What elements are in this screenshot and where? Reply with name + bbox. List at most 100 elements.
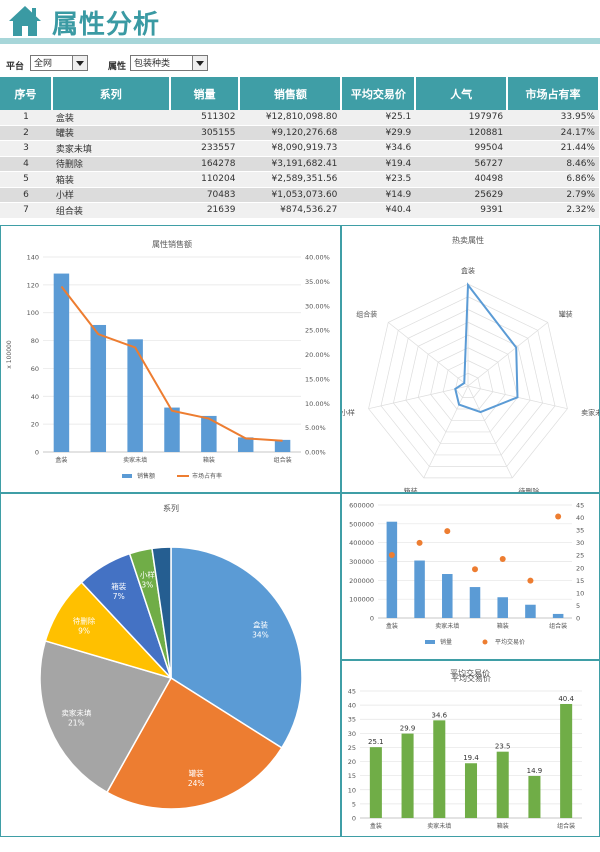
table-row[interactable]: 6 小样 70483 ¥1,053,073.60 ¥14.9 25629 2.79%: [0, 187, 599, 203]
table-row[interactable]: 2 罐装 305155 ¥9,120,276.68 ¥29.9 120881 24.17%: [0, 125, 599, 141]
table-row[interactable]: 1 盒装 511302 ¥12,810,098.80 ¥25.1 197976 33.95%: [0, 110, 599, 126]
bar-罐装: [90, 324, 107, 452]
y2-tick-label: 25: [576, 552, 584, 560]
bar-小样: [525, 604, 536, 618]
legend-label: 平均交易价: [495, 638, 525, 646]
pie-label: 待删除: [73, 615, 96, 625]
table-cell: ¥14.9: [341, 187, 416, 203]
table-cell: 5: [0, 171, 52, 188]
bar-卖家未填: [442, 574, 453, 618]
platform-select[interactable]: 全网: [30, 55, 88, 71]
scatter-point: [555, 513, 562, 520]
pie-percent: 3%: [141, 581, 153, 590]
table-row[interactable]: 7 组合装 21639 ¥874,536.27 ¥40.4 9391 2.32%: [0, 202, 599, 219]
column-header-4[interactable]: 平均交易价: [341, 77, 417, 110]
y-tick-label: 60: [31, 365, 39, 373]
table-cell: ¥25.1: [341, 110, 416, 126]
radar-spoke: [368, 385, 469, 410]
y-axis-unit: x 100000: [6, 340, 13, 369]
radar-axis-label: 待删除: [518, 487, 539, 492]
radar-axis-label: 罐装: [559, 310, 573, 319]
y-tick-label: 120: [27, 281, 39, 289]
y2-tick-label: 15: [576, 577, 584, 585]
y2-tick-label: 0: [576, 615, 580, 623]
data-label: 19.4: [463, 754, 479, 762]
radar-axis-label: 卖家未填: [581, 408, 599, 417]
y2-tick-label: 5.00%: [305, 424, 326, 432]
table-cell: 1: [0, 110, 52, 126]
radar-spoke: [467, 322, 548, 387]
pie-percent: 21%: [68, 719, 85, 728]
table-cell: ¥874,536.27: [239, 202, 342, 219]
table-cell: 305155: [169, 125, 240, 141]
scatter-point: [499, 555, 506, 562]
table-cell: 2: [0, 125, 52, 141]
bar-盒装: [53, 273, 70, 452]
column-header-2[interactable]: 销量: [169, 77, 241, 110]
legend-swatch: [425, 640, 435, 644]
table-cell: ¥2,589,351.56: [239, 171, 342, 188]
x-tick-label: 卖家未填: [427, 822, 451, 830]
pie-label: 小样: [140, 570, 155, 580]
table-cell: ¥40.4: [341, 202, 416, 219]
column-header-6[interactable]: 市场占有率: [507, 77, 600, 110]
y-tick-label: 300000: [349, 558, 374, 566]
data-label: 25.1: [368, 738, 384, 746]
y-tick-label: 0: [35, 449, 39, 457]
y-tick-label: 140: [27, 254, 39, 262]
table-cell: 盒装: [51, 110, 170, 126]
x-tick-label: 组合装: [549, 622, 567, 630]
table-cell: 40498: [415, 171, 508, 188]
radar-axis-label: 组合装: [356, 310, 377, 319]
data-table: 序号 系列 销量 销售额 平均交易价 人气 市场占有率 1 盒装 511302 ¥12,810,0…: [0, 77, 600, 219]
attr-value: 包装种类: [134, 59, 171, 69]
table-cell: 164278: [169, 156, 240, 172]
radar-ring: [405, 321, 531, 444]
x-tick-label: 组合装: [274, 456, 292, 464]
column-header-3[interactable]: 销售额: [239, 77, 343, 110]
y-tick-label: 10: [348, 786, 356, 794]
column-header-1[interactable]: 系列: [51, 77, 171, 110]
attr-label: 属性: [108, 62, 127, 72]
table-row[interactable]: 5 箱装 110204 ¥2,589,351.56 ¥23.5 40498 6.86%: [0, 171, 599, 188]
table-row[interactable]: 4 待删除 164278 ¥3,191,682.41 ¥19.4 56727 8.46%: [0, 156, 599, 172]
table-cell: 6: [0, 187, 52, 203]
radar-axis-label: 小样: [342, 408, 355, 417]
series-line-市场占有率: [60, 285, 283, 442]
table-cell: 6.86%: [507, 171, 599, 188]
radar-ring: [442, 360, 494, 410]
y2-tick-label: 10.00%: [305, 400, 330, 408]
y2-tick-label: 15.00%: [305, 375, 330, 383]
legend-swatch: [482, 639, 488, 645]
y2-tick-label: 10: [576, 589, 584, 597]
pie-slice-盒装: [170, 546, 303, 749]
table-cell: 197976: [415, 110, 508, 126]
home-icon[interactable]: [8, 4, 42, 38]
radar-ring: [368, 283, 568, 479]
y2-tick-label: 30: [576, 539, 584, 547]
radar-axis-label: 盒装: [461, 266, 475, 275]
chevron-down-icon[interactable]: [192, 56, 207, 70]
chart-title: 系列: [163, 503, 179, 513]
table-cell: 120881: [415, 125, 508, 141]
chart-title: 属性销售额: [152, 239, 192, 249]
table-cell: 4: [0, 156, 52, 172]
bar-卖家未填: [127, 339, 143, 452]
y-tick-label: 40: [31, 393, 39, 401]
column-header-0[interactable]: 序号: [0, 77, 53, 110]
chart-title: 平均交易价: [451, 673, 491, 683]
y-tick-label: 5: [352, 800, 356, 808]
table-cell: ¥19.4: [341, 156, 416, 172]
data-label: 14.9: [527, 767, 543, 775]
column-header-5[interactable]: 人气: [415, 77, 509, 110]
pie-percent: 24%: [188, 779, 205, 788]
y2-tick-label: 40: [576, 514, 584, 522]
x-tick-label: 组合装: [557, 822, 575, 830]
data-label: 40.4: [558, 695, 574, 703]
table-row[interactable]: 3 卖家未填 233557 ¥8,090,919.73 ¥34.6 99504 21.44%: [0, 140, 599, 157]
chevron-down-icon[interactable]: [72, 56, 87, 70]
y-tick-label: 20: [348, 758, 356, 766]
data-label: 29.9: [400, 725, 416, 733]
attr-select[interactable]: 包装种类: [130, 55, 208, 71]
